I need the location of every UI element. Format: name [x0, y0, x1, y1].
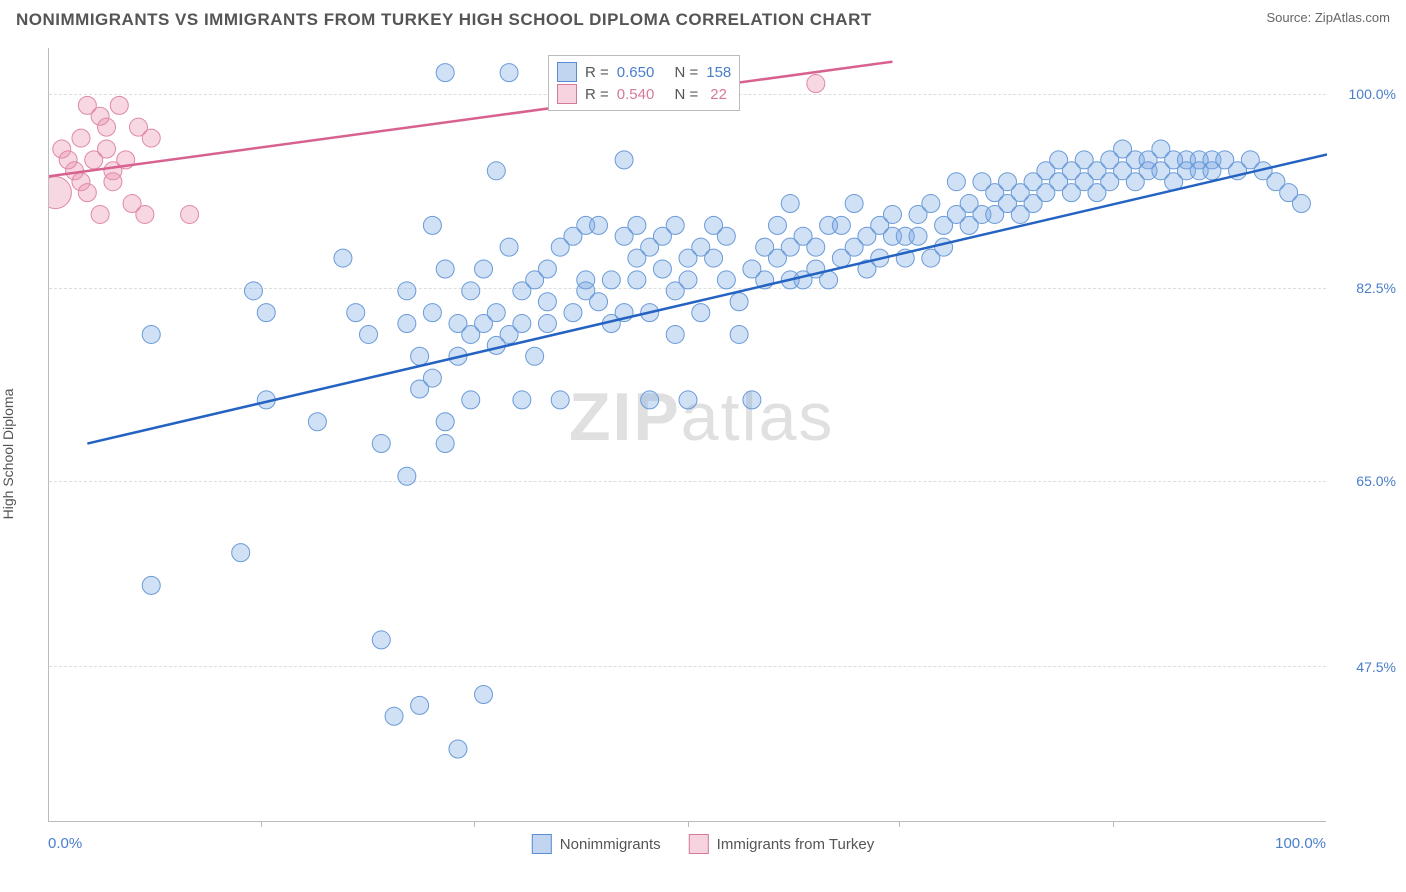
legend-row-pink: R = 0.540 N = 22 — [557, 84, 731, 104]
y-tick: 100.0% — [1349, 86, 1396, 102]
top-legend: R = 0.650 N = 158 R = 0.540 N = 22 — [548, 55, 740, 111]
x-axis-min: 0.0% — [48, 835, 82, 852]
source-label: Source: ZipAtlas.com — [1266, 10, 1390, 25]
legend-immigrants: Immigrants from Turkey — [689, 834, 875, 854]
plot-area: ZIPatlas — [48, 48, 1326, 822]
watermark: ZIPatlas — [569, 378, 834, 456]
source-link[interactable]: ZipAtlas.com — [1315, 10, 1390, 25]
swatch-pink-small — [557, 84, 577, 104]
y-tick: 65.0% — [1356, 473, 1396, 489]
bottom-legend: Nonimmigrants Immigrants from Turkey — [532, 834, 874, 854]
y-tick: 47.5% — [1356, 659, 1396, 675]
swatch-blue — [532, 834, 552, 854]
chart-title: NONIMMIGRANTS VS IMMIGRANTS FROM TURKEY … — [16, 10, 872, 30]
swatch-pink — [689, 834, 709, 854]
y-axis-label: High School Diploma — [0, 389, 16, 520]
legend-row-blue: R = 0.650 N = 158 — [557, 62, 731, 82]
swatch-blue-small — [557, 62, 577, 82]
x-axis-max: 100.0% — [1275, 835, 1326, 852]
legend-nonimmigrants: Nonimmigrants — [532, 834, 661, 854]
y-tick: 82.5% — [1356, 280, 1396, 296]
